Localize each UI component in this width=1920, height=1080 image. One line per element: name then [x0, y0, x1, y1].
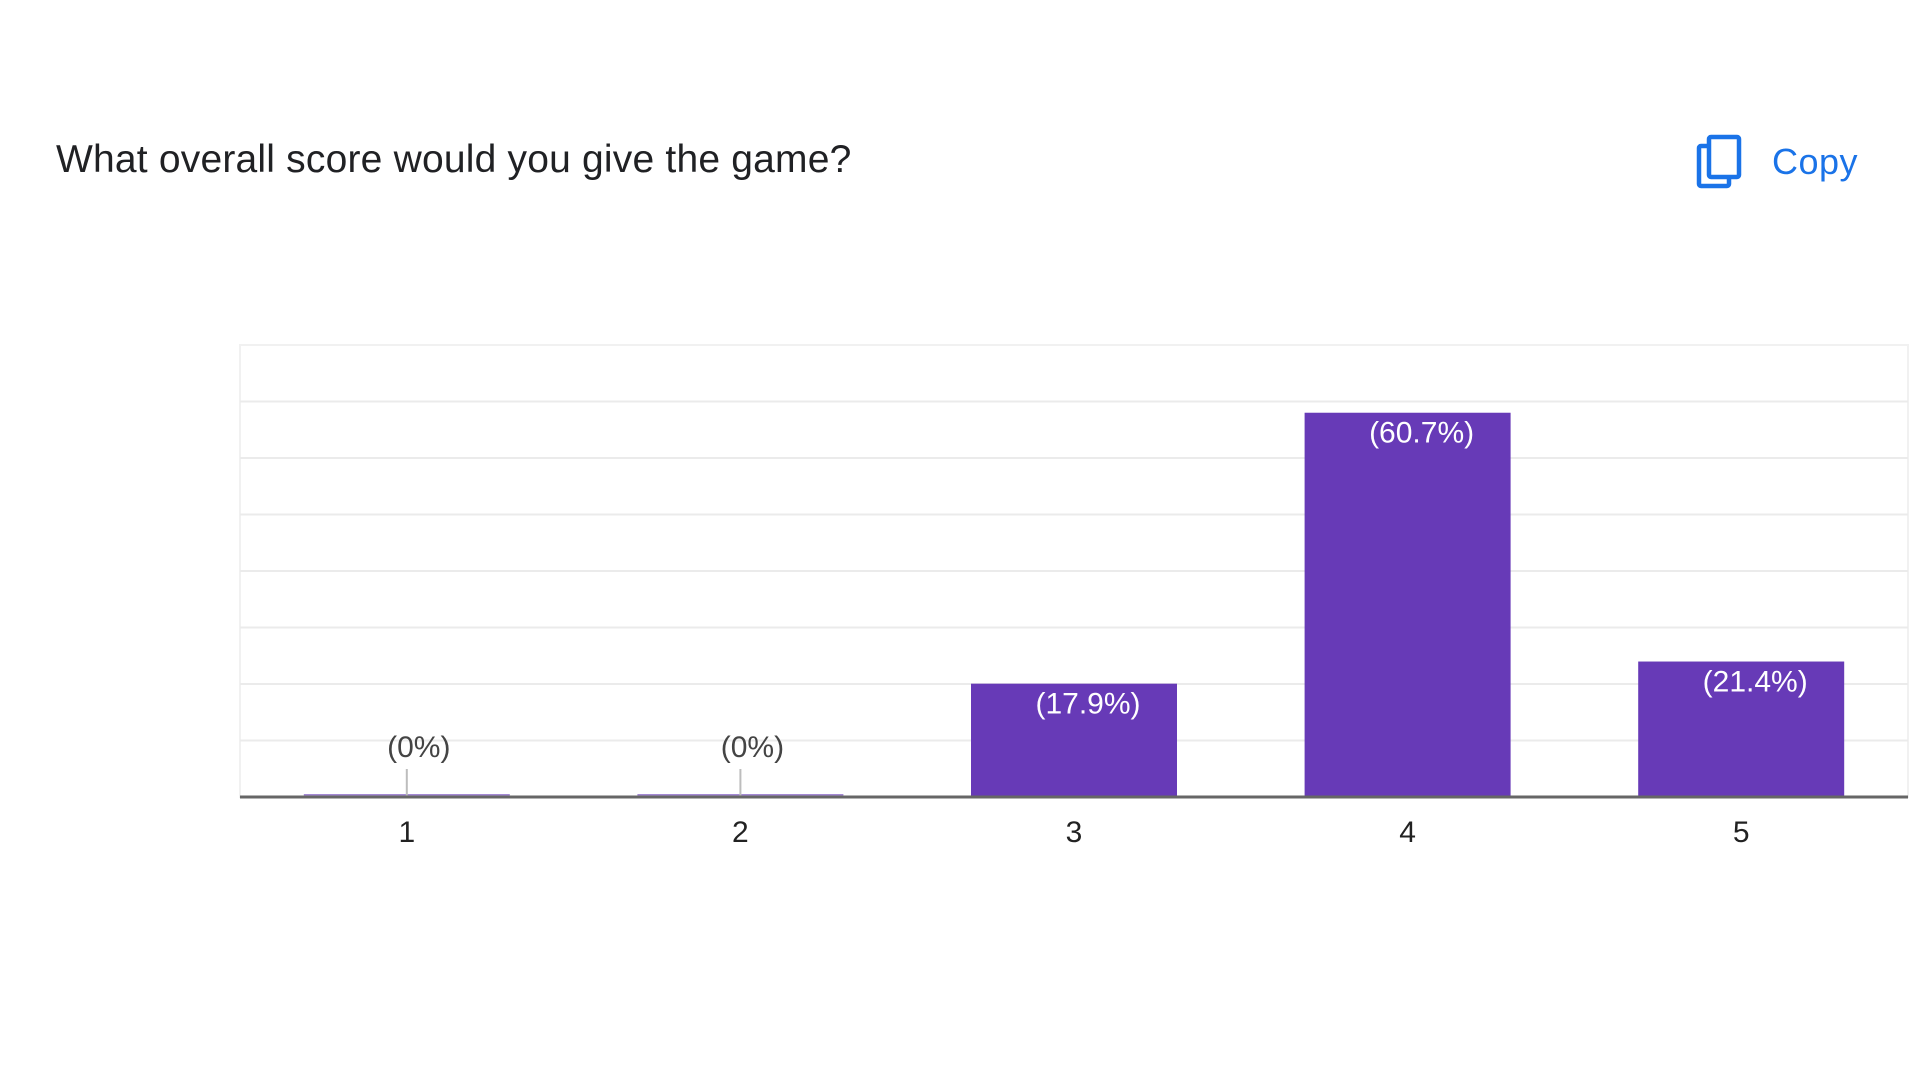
x-tick-label: 4	[1399, 816, 1416, 849]
x-tick-label: 1	[398, 816, 415, 849]
question-title: What overall score would you give the ga…	[56, 138, 852, 181]
bar	[1638, 661, 1845, 797]
data-label: (60.7%)	[1369, 417, 1474, 450]
data-label: (0%)	[721, 731, 784, 764]
data-label: (17.9%)	[1035, 688, 1140, 721]
bar	[971, 683, 1177, 797]
x-tick-label: 3	[1066, 816, 1083, 849]
x-tick-label: 5	[1733, 816, 1750, 849]
data-label: (0%)	[387, 731, 450, 764]
data-label: (21.4%)	[1703, 666, 1808, 699]
copy-button[interactable]: Copy	[1696, 132, 1858, 192]
bar	[1304, 412, 1511, 797]
copy-icon	[1696, 134, 1742, 189]
x-tick-label: 2	[732, 816, 749, 849]
copy-label: Copy	[1772, 141, 1859, 182]
